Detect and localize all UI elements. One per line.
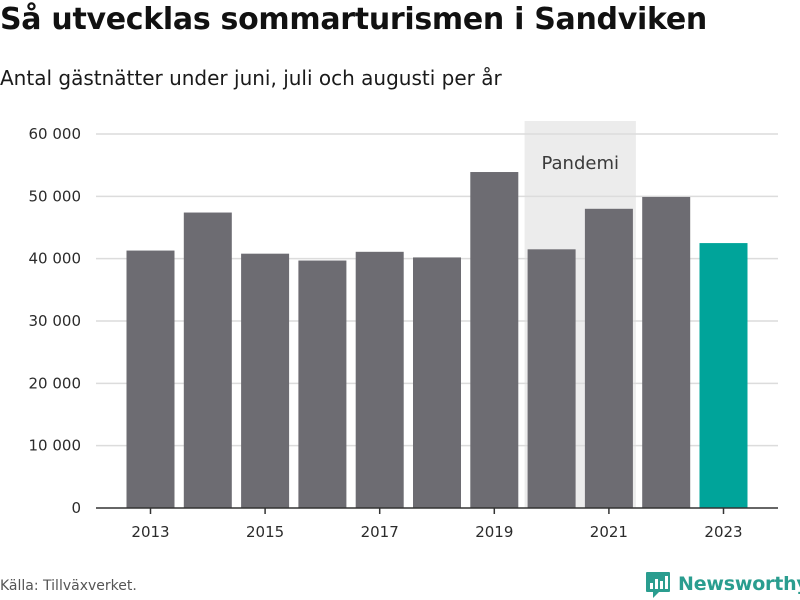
bar-2013 <box>126 250 175 508</box>
bar-2023 <box>699 243 748 509</box>
pandemic-label: Pandemi <box>541 153 619 174</box>
y-tick-label: 10 000 <box>29 437 82 455</box>
bar-2018 <box>413 257 461 508</box>
axis-layer: 0 10 000 20 000 30 000 40 000 50 000 60 000 201… <box>29 125 778 541</box>
bar-2022 <box>642 196 691 508</box>
bar-2020 <box>527 249 576 509</box>
bar-2021 <box>584 208 633 509</box>
x-tick-label: 2017 <box>361 523 399 541</box>
x-tick-label: 2023 <box>704 523 742 541</box>
bar-2014 <box>183 212 232 509</box>
bar-2015 <box>241 253 290 508</box>
bar-layer <box>126 172 748 509</box>
x-tick-label: 2013 <box>131 523 169 541</box>
y-tick-label: 60 000 <box>29 125 82 143</box>
y-tick-label: 40 000 <box>29 250 82 268</box>
brand-logo: Newsworthy <box>645 569 800 599</box>
bar-2017 <box>355 251 404 508</box>
y-tick-label: 0 <box>71 499 81 517</box>
x-tick-label: 2015 <box>246 523 284 541</box>
y-tick-label: 50 000 <box>29 187 82 205</box>
chart-title: Så utvecklas sommarturismen i Sandviken <box>0 2 707 37</box>
y-tick-label: 20 000 <box>29 374 82 392</box>
y-tick-label: 30 000 <box>29 312 82 330</box>
brand-name: Newsworthy <box>678 573 800 595</box>
x-tick-label: 2021 <box>590 523 628 541</box>
source-note: Källa: Tillväxverket. <box>0 578 137 594</box>
chart-subtitle: Antal gästnätter under juni, juli och au… <box>0 66 502 90</box>
bar-2016 <box>298 260 347 508</box>
x-tick-label: 2019 <box>475 523 513 541</box>
newsworthy-logo-icon <box>646 572 670 598</box>
bar-2019 <box>470 172 519 509</box>
